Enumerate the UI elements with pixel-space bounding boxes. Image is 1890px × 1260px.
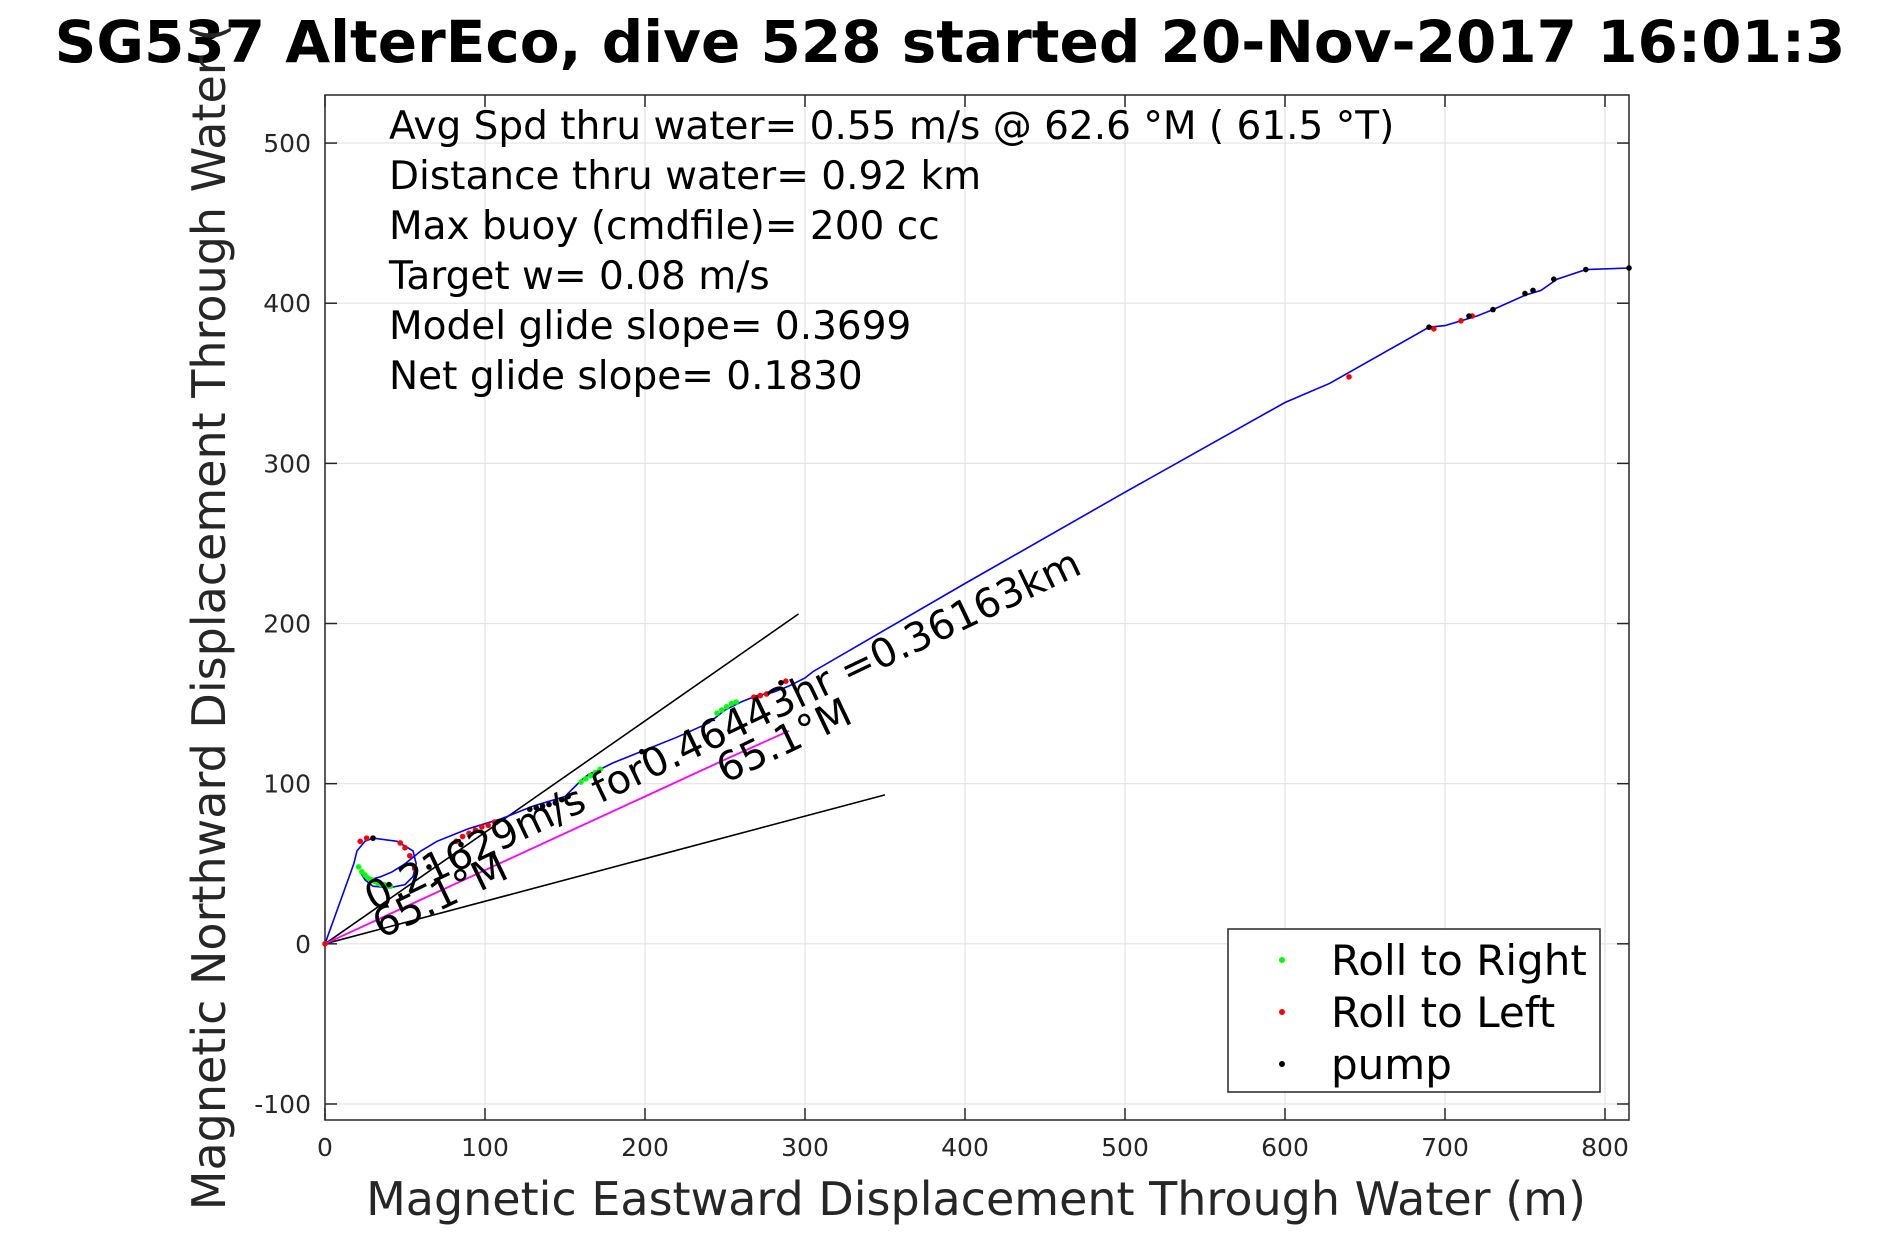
- pump-point: [546, 801, 552, 808]
- pump-point: [533, 804, 539, 811]
- x-tick-label: 600: [1261, 1133, 1309, 1162]
- roll-left-point: [357, 838, 364, 845]
- legend-marker: [1279, 1009, 1285, 1015]
- pump-point: [370, 835, 376, 841]
- roll-right-point: [355, 864, 362, 870]
- roll-left-point: [322, 941, 328, 947]
- model-heading-line: [324, 729, 790, 945]
- roll-right-point: [592, 769, 599, 776]
- stats-text-block: Avg Spd thru water= 0.55 m/s @ 62.6 °M (…: [388, 104, 1394, 399]
- legend-label: Roll to Left: [1331, 988, 1555, 1037]
- roll-left-point: [763, 691, 770, 697]
- x-tick-label: 100: [461, 1133, 509, 1162]
- pump-series: [370, 265, 1632, 888]
- roll-left-point: [397, 840, 404, 846]
- pump-point: [1626, 265, 1632, 271]
- x-tick-label: 200: [621, 1133, 669, 1162]
- pump-point: [1530, 287, 1536, 294]
- plot-frame: [324, 94, 1630, 1121]
- pump-point: [386, 881, 392, 888]
- roll-left-point: [491, 819, 498, 825]
- legend-marker: [1279, 1061, 1285, 1067]
- x-tick-label: 300: [781, 1133, 829, 1162]
- stat-line: Avg Spd thru water= 0.55 m/s @ 62.6 °M (…: [389, 104, 1394, 149]
- roll-left-point: [472, 827, 479, 833]
- pump-point: [539, 803, 546, 809]
- roll-right-point: [719, 707, 725, 713]
- roll-left-point: [407, 852, 413, 859]
- roll-left-point: [466, 830, 472, 837]
- y-tick-label: 0: [295, 930, 311, 959]
- roll-right-point: [728, 700, 735, 707]
- pump-point: [1490, 306, 1496, 313]
- pump-point: [527, 806, 533, 813]
- stat-line: Target w= 0.08 m/s: [388, 254, 770, 299]
- legend-label: Roll to Right: [1331, 936, 1587, 985]
- x-tick-label: 500: [1101, 1133, 1149, 1162]
- roll-right-point: [597, 766, 603, 773]
- roll-left-point: [402, 844, 408, 851]
- pump-point: [1551, 276, 1557, 282]
- roll-left-point: [1431, 326, 1437, 332]
- roll-left-point: [459, 833, 466, 840]
- stat-line: Net glide slope= 0.1830: [389, 354, 863, 399]
- chart-title: SG537 AlterEco, dive 528 started 20-Nov-…: [55, 8, 1846, 76]
- roll-left-point: [453, 838, 460, 845]
- legend-marker: [1279, 957, 1285, 963]
- roll-left-point: [485, 822, 492, 829]
- roll-left-point: [751, 694, 757, 700]
- roll-right-point: [578, 779, 584, 785]
- legend-label: pump: [1331, 1040, 1452, 1089]
- roll-left-point: [783, 678, 789, 684]
- pump-point: [552, 800, 559, 806]
- pump-point: [559, 796, 565, 803]
- roll-left-point: [363, 835, 370, 841]
- roll-left-point: [479, 824, 485, 830]
- x-tick-label: 800: [1581, 1133, 1629, 1162]
- roll-left-point: [757, 692, 763, 699]
- x-axis-title: Magnetic Eastward Displacement Through W…: [366, 1172, 1586, 1226]
- pump-point: [1583, 266, 1589, 273]
- pump-point: [778, 679, 784, 686]
- roll-right-point: [583, 776, 589, 782]
- roll-right-point: [714, 710, 720, 717]
- ticks: 0 100 200 300 400 500 600 700 800-10001002003004…: [254, 95, 1629, 1162]
- pump-point: [1466, 313, 1472, 319]
- plot-area: 0 100 200 300 400 500 600 700 800-10001002003004…: [254, 94, 1632, 1162]
- legend-box: [1227, 928, 1601, 1093]
- y-tick-label: 400: [263, 289, 311, 318]
- bound-line: [324, 794, 886, 945]
- roll-right-series: [355, 699, 739, 889]
- roll-right-point: [733, 699, 739, 705]
- roll-left-point: [1458, 318, 1464, 324]
- pump-point: [426, 864, 432, 870]
- y-tick-label: 500: [263, 129, 311, 158]
- x-tick-label: 400: [941, 1133, 989, 1162]
- y-tick-label: 200: [263, 610, 311, 639]
- roll-left-point: [1346, 374, 1352, 380]
- bound-line: [324, 613, 800, 945]
- y-tick-label: 100: [263, 770, 311, 799]
- pump-point: [639, 748, 645, 755]
- stat-line: Distance thru water= 0.92 km: [389, 154, 981, 199]
- pump-point: [1426, 324, 1432, 331]
- y-tick-label: -100: [254, 1090, 311, 1119]
- y-tick-label: 300: [263, 449, 311, 478]
- stat-line: Model glide slope= 0.3699: [389, 304, 911, 349]
- pump-point: [1522, 290, 1528, 297]
- pump-point: [565, 793, 571, 800]
- x-tick-label: 700: [1421, 1133, 1469, 1162]
- stat-line: Max buoy (cmdfile)= 200 cc: [389, 204, 940, 249]
- roll-right-point: [587, 772, 594, 779]
- x-tick-label: 0: [317, 1133, 333, 1162]
- y-axis-title: Magnetic Northward Displacement Through …: [182, 24, 236, 1210]
- pump-point: [458, 841, 464, 848]
- roll-right-point: [723, 703, 730, 710]
- roll-left-point: [411, 865, 418, 872]
